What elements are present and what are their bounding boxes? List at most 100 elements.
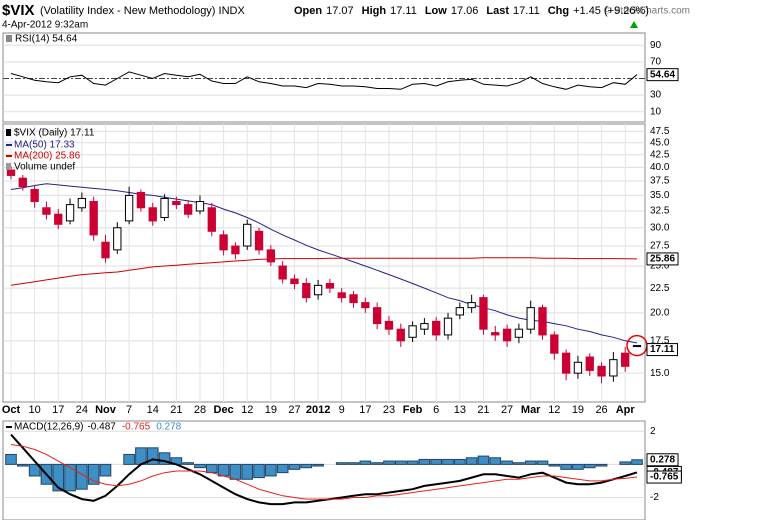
- quote-label: Open: [294, 5, 322, 17]
- histogram-bar: [583, 463, 596, 469]
- candle-body: [561, 352, 571, 374]
- ma-flag: 25.86: [650, 254, 675, 265]
- quote-value: 17.07: [326, 5, 354, 17]
- x-tick-label: 26: [595, 404, 607, 416]
- histogram-bar: [205, 463, 218, 474]
- quote-value: 17.11: [513, 5, 540, 17]
- histogram-bar: [312, 463, 324, 467]
- x-tick-label: 12: [241, 404, 253, 416]
- candle-body: [278, 265, 287, 280]
- histogram-bar: [394, 460, 407, 465]
- series-line: [10, 444, 638, 500]
- y-tick-label: 17.5: [650, 335, 670, 346]
- x-tick-label: 17: [359, 404, 371, 416]
- histogram-bar: [288, 463, 301, 470]
- y-tick-label: 32.5: [650, 206, 670, 217]
- candle-body: [18, 177, 27, 188]
- x-tick-label: 24: [76, 404, 88, 416]
- y-tick-label: 47.5: [650, 126, 670, 137]
- candle-body: [160, 197, 169, 219]
- x-tick-label: 23: [383, 404, 395, 416]
- candle-body: [302, 283, 311, 299]
- histogram-bar: [276, 463, 289, 474]
- y-tick-label: 45.0: [650, 137, 670, 148]
- candle-body: [172, 201, 181, 206]
- last-value-flag: 54.64: [650, 69, 675, 80]
- panel-title: MACD(12,26,9): [14, 422, 83, 433]
- histogram-bar: [5, 453, 17, 465]
- candle-body: [479, 297, 488, 330]
- histogram-bar: [536, 460, 549, 465]
- histogram-bar: [241, 463, 254, 480]
- histogram-bar: [371, 462, 383, 465]
- candle-body: [455, 307, 464, 316]
- candle-body: [467, 302, 476, 309]
- macd-flag: 0.278: [650, 454, 675, 465]
- candle-body: [597, 365, 606, 377]
- histogram-bar: [265, 463, 277, 477]
- histogram-bar: [524, 460, 537, 465]
- histogram-bar: [513, 462, 525, 465]
- candle-body: [77, 197, 87, 209]
- quote-label: Last: [486, 5, 509, 17]
- candle-body: [585, 356, 594, 371]
- histogram-bar: [631, 459, 643, 465]
- candle-body: [6, 169, 16, 176]
- macd-flag-box: [646, 453, 679, 467]
- x-tick-label: Mar: [521, 404, 541, 416]
- series-line: [10, 71, 638, 90]
- y-tick-label: 22.5: [650, 283, 670, 294]
- candle-body: [538, 307, 547, 336]
- quote-label: High: [362, 5, 387, 17]
- candle-body: [148, 207, 157, 222]
- candle-body: [30, 189, 39, 203]
- candle-body: [325, 283, 335, 289]
- histogram-bar: [87, 463, 100, 485]
- histogram-bar: [194, 463, 206, 469]
- y-tick-label: 37.5: [650, 176, 670, 187]
- x-tick-label: 21: [477, 404, 489, 416]
- histogram-bar: [454, 458, 466, 465]
- histogram-bar: [406, 460, 419, 465]
- candle-body: [219, 234, 228, 251]
- histogram-bar: [595, 463, 608, 467]
- macd-flag-box: [646, 470, 682, 484]
- last-value-flag-box: [646, 68, 679, 82]
- x-tick-label: 17: [52, 404, 64, 416]
- macd-panel: [2, 420, 646, 520]
- x-tick-label: 19: [265, 404, 277, 416]
- histogram-bar: [572, 463, 584, 470]
- candle-body: [254, 230, 264, 251]
- x-tick-label: 27: [288, 404, 300, 416]
- y-tick-label: 10: [650, 106, 662, 117]
- y-tick-label: 25.0: [650, 261, 670, 272]
- candle-body: [207, 207, 216, 232]
- candle-body: [408, 325, 417, 338]
- y-tick-label: 35.0: [650, 190, 670, 201]
- rsi-panel: [2, 32, 646, 123]
- quote-label: Low: [425, 5, 447, 17]
- candle-body: [337, 292, 346, 299]
- candle-body: [136, 191, 146, 209]
- x-tick-label: 2012: [306, 404, 330, 416]
- candle-body: [65, 204, 75, 222]
- y-tick-label: -2: [650, 492, 659, 503]
- candle-body: [573, 361, 583, 374]
- candle-body: [372, 307, 382, 325]
- last-price-flag: 17.11: [650, 344, 675, 355]
- candle-body: [632, 345, 642, 348]
- histogram-bar: [146, 447, 159, 465]
- quote-label: Chg: [548, 5, 569, 17]
- candle-body: [396, 328, 405, 342]
- histogram-bar: [560, 463, 572, 470]
- candle-body: [184, 204, 193, 215]
- candle-body: [491, 332, 500, 336]
- candle-body: [89, 201, 98, 236]
- histogram-bar: [465, 457, 478, 465]
- x-tick-label: Feb: [403, 404, 423, 416]
- panel-title: RSI(14) 54.64: [15, 34, 78, 45]
- x-tick-label: 10: [28, 404, 40, 416]
- up-arrow: [630, 21, 638, 28]
